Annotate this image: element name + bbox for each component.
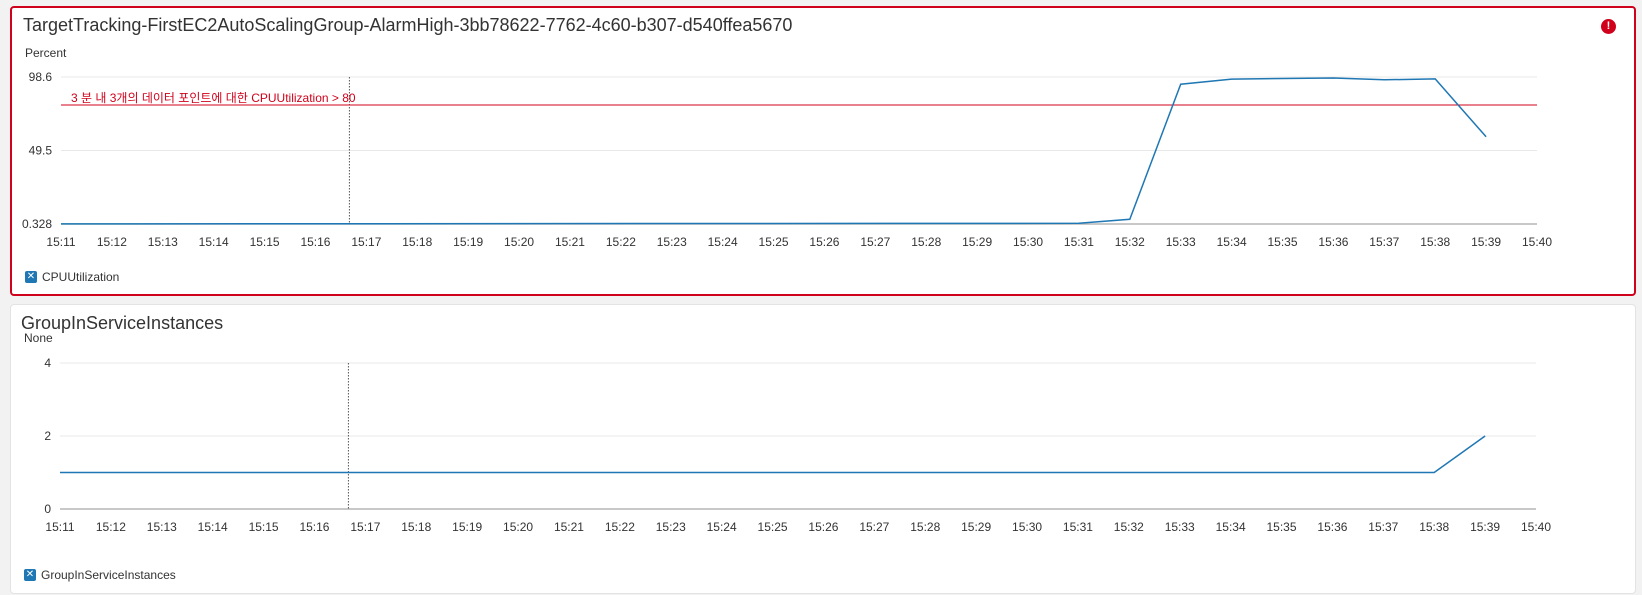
y-tick-label: 4 (44, 356, 51, 370)
x-tick-label: 15:38 (1419, 520, 1449, 534)
alarm-exclamation-icon[interactable]: ! (1601, 19, 1616, 34)
x-tick-label: 15:36 (1318, 235, 1348, 249)
x-tick-label: 15:23 (656, 520, 686, 534)
x-tick-label: 15:31 (1063, 520, 1093, 534)
data-point (58, 471, 62, 475)
x-tick-label: 15:11 (46, 235, 75, 249)
x-tick-label: 15:39 (1471, 235, 1501, 249)
data-point (1077, 221, 1081, 225)
legend-label: GroupInServiceInstances (41, 568, 176, 582)
y-axis-label: None (24, 331, 53, 345)
cpu-utilization-chart: Percent 98.6 49.5 0.328 15:11 15:12 15:13 15:14… (22, 46, 1552, 249)
y-tick-label: 49.5 (29, 143, 53, 157)
x-tick-label: 15:24 (707, 520, 737, 534)
x-tick-label: 15:16 (300, 235, 330, 249)
data-point (1382, 78, 1386, 82)
x-tick-label: 15:32 (1115, 235, 1145, 249)
x-tick-label: 15:15 (249, 520, 279, 534)
x-tick-label: 15:28 (910, 520, 940, 534)
x-tick-label: 15:13 (148, 235, 178, 249)
data-point (1331, 76, 1335, 80)
x-tick-label: 15:19 (453, 235, 483, 249)
x-tick-label: 15:14 (198, 520, 228, 534)
x-tick-label: 15:12 (96, 520, 126, 534)
x-tick-label: 15:12 (97, 235, 127, 249)
data-point (1230, 77, 1234, 81)
x-tick-label: 15:25 (758, 520, 788, 534)
x-tick-label: 15:30 (1012, 520, 1042, 534)
x-tick-label: 15:22 (605, 520, 635, 534)
data-point (59, 222, 63, 226)
x-tick-label: 15:28 (911, 235, 941, 249)
y-tick-label: 98.6 (29, 70, 53, 84)
x-tick-label: 15:26 (808, 520, 838, 534)
x-tick-label: 15:26 (809, 235, 839, 249)
x-tick-label: 15:33 (1166, 235, 1196, 249)
x-tick-label: 15:33 (1165, 520, 1195, 534)
x-tick-label: 15:31 (1064, 235, 1094, 249)
x-tick-label: 15:34 (1217, 235, 1247, 249)
x-tick-label: 15:25 (759, 235, 789, 249)
x-tick-label: 15:29 (961, 520, 991, 534)
series-line (60, 435, 1486, 474)
x-tick-label: 15:30 (1013, 235, 1043, 249)
threshold-label: 3 분 내 3개의 데이터 포인트에 대한 CPUUtilization > 8… (71, 91, 356, 105)
legend-item-cpu[interactable]: ✕ CPUUtilization (25, 270, 119, 284)
data-point (1484, 135, 1488, 139)
x-tick-label: 15:24 (708, 235, 738, 249)
y-tick-label: 2 (44, 429, 51, 443)
x-tick-label: 15:16 (299, 520, 329, 534)
x-tick-label: 15:39 (1470, 520, 1500, 534)
x-tick-label: 15:20 (503, 520, 533, 534)
y-axis-label: Percent (25, 46, 67, 60)
x-tick-label: 15:21 (554, 520, 584, 534)
data-point (1128, 217, 1132, 221)
x-tick-label: 15:14 (199, 235, 229, 249)
x-tick-label: 15:22 (606, 235, 636, 249)
x-tick-label: 15:23 (657, 235, 687, 249)
data-point (1179, 82, 1183, 86)
data-point (1483, 434, 1487, 438)
x-tick-label: 15:17 (350, 520, 380, 534)
series-line (60, 77, 1487, 225)
x-tick-label: 15:40 (1521, 520, 1551, 534)
x-tick-label: 15:13 (147, 520, 177, 534)
x-tick-label: 15:34 (1216, 520, 1246, 534)
x-tick-label: 15:21 (555, 235, 585, 249)
x-tick-label: 15:37 (1368, 520, 1398, 534)
x-tick-label: 15:29 (962, 235, 992, 249)
x-tick-label: 15:32 (1114, 520, 1144, 534)
group-in-service-instances-chart: None 4 2 0 15:11 15:12 15:13 15:14 15:15 15:16 15:… (24, 331, 1551, 534)
x-tick-label: 15:27 (859, 520, 889, 534)
panel-title: GroupInServiceInstances (21, 313, 224, 333)
data-point (1433, 77, 1437, 81)
panel-title: TargetTracking-FirstEC2AutoScalingGroup-… (23, 15, 793, 35)
legend-item-instances[interactable]: ✕ GroupInServiceInstances (24, 568, 176, 582)
legend-checkbox-icon[interactable]: ✕ (25, 271, 37, 283)
legend-checkbox-icon[interactable]: ✕ (24, 569, 36, 581)
x-tick-label: 15:17 (351, 235, 381, 249)
x-tick-label: 15:11 (45, 520, 74, 534)
x-tick-label: 15:15 (250, 235, 280, 249)
x-tick-label: 15:40 (1522, 235, 1552, 249)
x-tick-label: 15:19 (452, 520, 482, 534)
graph-panel-instances: GroupInServiceInstances None 4 2 0 15:11 15:1… (10, 304, 1636, 594)
data-point (1432, 471, 1436, 475)
legend-label: CPUUtilization (42, 270, 120, 284)
x-tick-label: 15:27 (860, 235, 890, 249)
x-tick-label: 15:20 (504, 235, 534, 249)
x-tick-label: 15:35 (1267, 520, 1297, 534)
y-tick-label: 0 (44, 502, 51, 516)
x-tick-label: 15:18 (401, 520, 431, 534)
data-point (1281, 76, 1285, 80)
x-tick-label: 15:38 (1420, 235, 1450, 249)
y-tick-label: 0.328 (22, 217, 52, 231)
x-tick-label: 15:36 (1317, 520, 1347, 534)
x-tick-label: 15:18 (402, 235, 432, 249)
alarm-graph-panel-cpu: TargetTracking-FirstEC2AutoScalingGroup-… (10, 6, 1636, 296)
x-tick-label: 15:35 (1268, 235, 1298, 249)
x-tick-label: 15:37 (1369, 235, 1399, 249)
